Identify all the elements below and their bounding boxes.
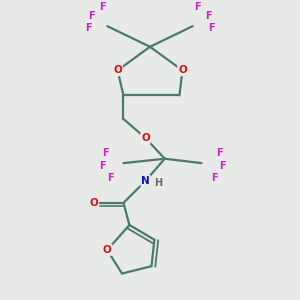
Text: O: O <box>113 65 122 75</box>
Text: F: F <box>100 2 106 12</box>
Text: F: F <box>107 173 114 183</box>
Text: F: F <box>208 22 215 33</box>
Text: F: F <box>219 161 226 171</box>
Text: F: F <box>194 2 200 12</box>
Text: O: O <box>178 65 187 75</box>
Text: O: O <box>103 245 112 255</box>
Text: N: N <box>141 176 150 186</box>
Text: O: O <box>90 198 98 208</box>
Text: H: H <box>154 178 162 188</box>
Text: F: F <box>206 11 212 21</box>
Text: F: F <box>85 22 92 33</box>
Text: F: F <box>99 161 106 171</box>
Text: F: F <box>216 148 223 158</box>
Text: F: F <box>103 148 109 158</box>
Text: F: F <box>212 173 218 183</box>
Text: O: O <box>141 133 150 143</box>
Text: F: F <box>88 11 94 21</box>
